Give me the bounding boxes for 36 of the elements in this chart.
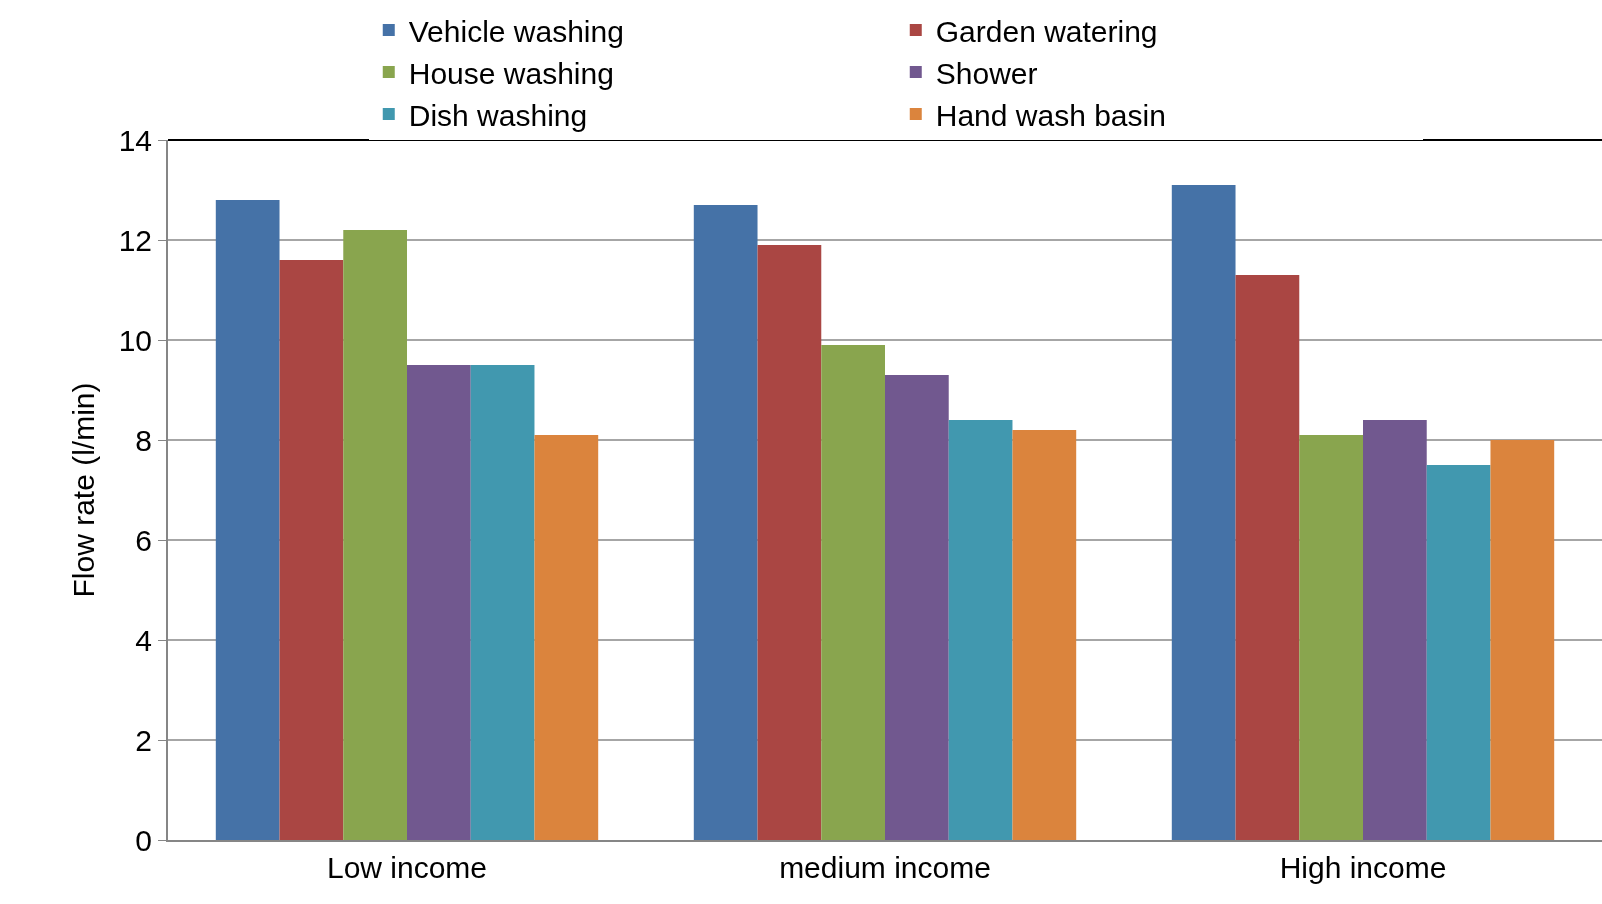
bar: [1171, 185, 1236, 840]
bar: [470, 365, 535, 840]
y-axis-title: Flow rate (l/min): [67, 382, 101, 598]
bar: [534, 435, 599, 840]
y-tick-label: 14: [118, 123, 152, 157]
legend-label: Hand wash basin: [935, 98, 1166, 132]
bar: [757, 245, 822, 840]
y-tick-label: 6: [135, 523, 152, 557]
x-tick-label: Low income: [326, 851, 488, 884]
legend-label: House washing: [408, 56, 614, 90]
legend-label: Dish washing: [408, 98, 588, 132]
y-tick-label: 10: [118, 323, 152, 357]
bar: [948, 420, 1013, 840]
bar: [279, 260, 344, 840]
legend-label: Garden watering: [935, 14, 1158, 48]
bar: [343, 230, 407, 840]
legend-label: Shower: [935, 56, 1038, 90]
bar: [215, 200, 280, 840]
y-tick-label: 4: [135, 623, 152, 657]
bar: [821, 345, 885, 840]
legend-label: Vehicle washing: [408, 14, 624, 48]
bar: [1363, 420, 1427, 840]
bar: [1426, 465, 1491, 840]
bar: [1012, 430, 1077, 840]
bar: [1299, 435, 1363, 840]
y-tick-label: 0: [135, 823, 152, 857]
x-tick-label: High income: [1279, 851, 1447, 884]
bar: [407, 365, 471, 840]
y-tick-label: 12: [118, 223, 152, 257]
y-tick-label: 2: [135, 723, 152, 757]
y-tick-label: 8: [135, 423, 152, 457]
bar: [1235, 275, 1300, 840]
x-tick-label: medium income: [779, 851, 991, 884]
bar: [1490, 440, 1555, 840]
bar: [885, 375, 949, 840]
bar: [693, 205, 758, 840]
